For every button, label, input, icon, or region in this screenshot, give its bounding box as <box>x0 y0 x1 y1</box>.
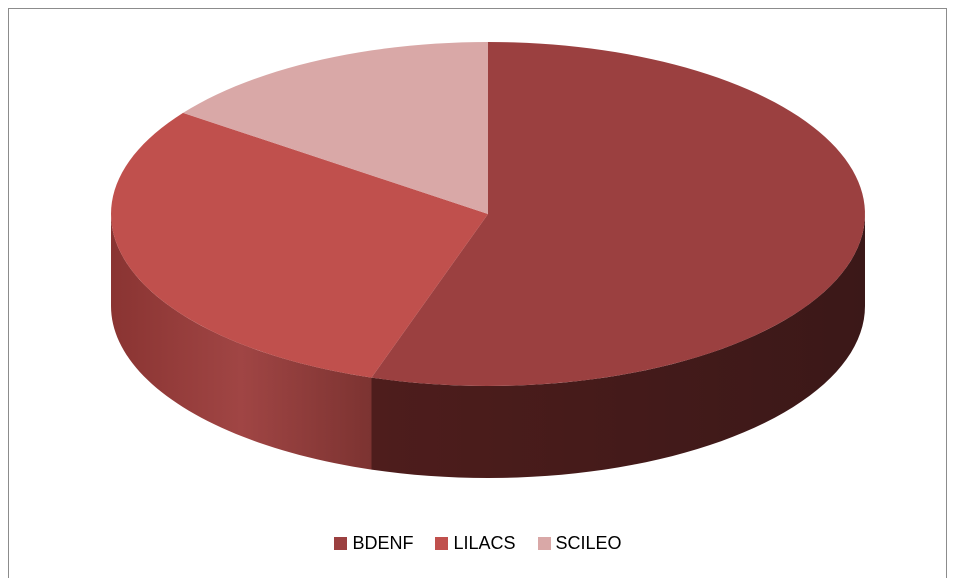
legend-label-lilacs: LILACS <box>453 533 516 553</box>
legend-item-bdenf: BDENF <box>334 533 413 554</box>
legend-swatch-bdenf <box>334 537 348 550</box>
legend-item-scileo: SCILEO <box>537 533 622 554</box>
pie-side-bdenf <box>371 214 865 478</box>
chart-legend: BDENF LILACS SCILEO <box>0 533 956 554</box>
pie-slice-bdenf <box>371 42 865 386</box>
pie-slice-lilacs <box>111 112 488 378</box>
legend-label-scileo: SCILEO <box>555 533 622 553</box>
legend-item-lilacs: LILACS <box>435 533 516 554</box>
pie-slice-scileo <box>183 42 488 214</box>
pie-side-lilacs <box>111 214 372 470</box>
legend-swatch-lilacs <box>435 537 449 550</box>
legend-swatch-scileo <box>537 537 551 550</box>
legend-label-bdenf: BDENF <box>352 533 414 553</box>
